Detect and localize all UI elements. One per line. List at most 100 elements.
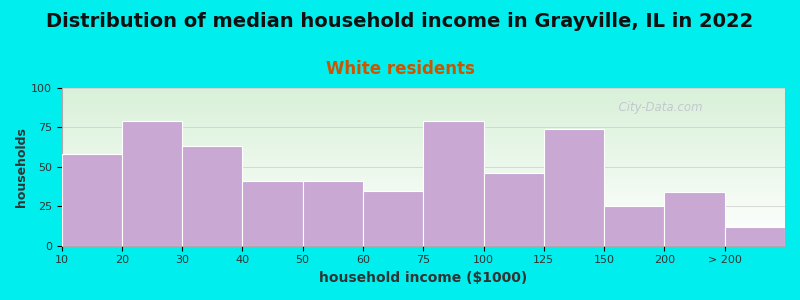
Bar	[363, 190, 423, 246]
Bar	[62, 118, 785, 119]
Bar	[122, 121, 182, 246]
Bar	[62, 197, 785, 198]
Bar	[62, 195, 785, 197]
Bar	[62, 158, 785, 159]
Bar	[62, 165, 785, 167]
Bar	[62, 90, 785, 91]
Bar	[62, 200, 785, 202]
Bar	[62, 142, 785, 143]
Bar	[62, 214, 785, 216]
Bar	[62, 244, 785, 246]
Bar	[62, 156, 785, 158]
Bar	[62, 216, 785, 217]
Bar	[62, 211, 785, 213]
Bar	[62, 224, 785, 225]
Bar	[62, 227, 785, 228]
Bar	[62, 205, 785, 206]
Bar	[62, 192, 785, 194]
Bar	[62, 113, 785, 115]
Bar	[62, 189, 785, 190]
Bar	[62, 149, 785, 151]
Bar	[62, 190, 785, 192]
Bar	[62, 235, 785, 236]
Bar	[62, 145, 785, 146]
Bar	[62, 232, 785, 233]
Bar	[62, 116, 785, 118]
Bar	[62, 159, 785, 160]
Bar	[62, 233, 785, 235]
Bar	[62, 139, 785, 140]
Bar	[604, 206, 665, 246]
Text: White residents: White residents	[326, 60, 474, 78]
Bar	[483, 173, 544, 246]
Bar	[62, 181, 785, 183]
Bar	[62, 105, 785, 107]
Bar	[62, 104, 785, 105]
Bar	[62, 219, 785, 220]
Bar	[62, 183, 785, 184]
Bar	[62, 107, 785, 109]
Bar	[62, 162, 785, 164]
Bar	[62, 99, 785, 100]
Bar	[62, 239, 785, 241]
Bar	[62, 188, 785, 189]
Bar	[302, 181, 363, 246]
Bar	[62, 143, 785, 145]
Bar	[62, 140, 785, 142]
Bar	[725, 227, 785, 246]
Bar	[62, 137, 785, 139]
Bar	[544, 129, 604, 246]
Bar	[62, 88, 785, 90]
Text: City-Data.com: City-Data.com	[611, 100, 703, 114]
Bar	[62, 209, 785, 211]
Bar	[62, 184, 785, 186]
Bar	[62, 94, 785, 96]
Bar	[62, 121, 785, 123]
Bar	[62, 168, 785, 170]
Bar	[62, 238, 785, 239]
Bar	[62, 167, 785, 168]
Bar	[62, 146, 785, 148]
Bar	[62, 132, 785, 134]
Bar	[62, 172, 785, 173]
Bar	[62, 115, 785, 116]
Bar	[62, 236, 785, 238]
Bar	[62, 225, 785, 227]
Y-axis label: households: households	[15, 127, 28, 207]
Bar	[62, 186, 785, 188]
Bar	[62, 170, 785, 172]
Bar	[62, 96, 785, 98]
Bar	[62, 203, 785, 205]
Bar	[423, 121, 483, 246]
Bar	[62, 222, 785, 224]
Bar	[62, 119, 785, 121]
Bar	[62, 135, 785, 137]
Bar	[62, 126, 785, 128]
Bar	[665, 192, 725, 246]
Bar	[62, 175, 785, 176]
Bar	[62, 123, 785, 124]
Bar	[62, 173, 785, 175]
Bar	[62, 129, 785, 130]
Bar	[62, 151, 785, 153]
Bar	[182, 146, 242, 246]
Bar	[62, 100, 785, 102]
Bar	[62, 194, 785, 195]
Bar	[62, 110, 785, 112]
Bar	[62, 134, 785, 135]
Bar	[62, 130, 785, 132]
Bar	[62, 217, 785, 219]
Bar	[62, 241, 785, 243]
Bar	[62, 220, 785, 222]
Bar	[62, 154, 122, 246]
Bar	[62, 178, 785, 179]
Bar	[62, 102, 785, 104]
Bar	[62, 91, 785, 93]
Bar	[62, 228, 785, 230]
Bar	[62, 213, 785, 214]
Bar	[62, 230, 785, 232]
Bar	[62, 98, 785, 99]
Bar	[62, 198, 785, 200]
Bar	[62, 112, 785, 113]
Bar	[62, 153, 785, 154]
